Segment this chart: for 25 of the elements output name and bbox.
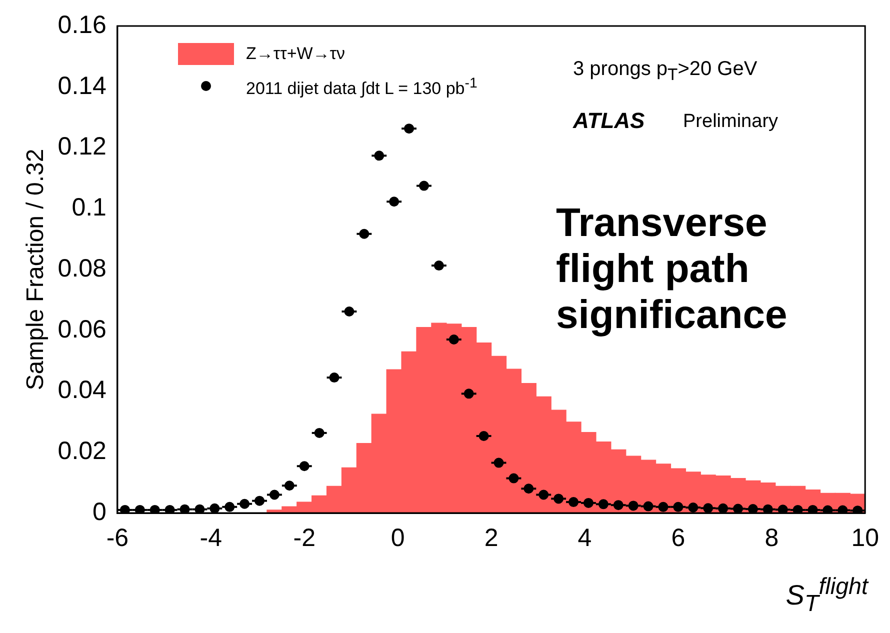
- annotation: Transverse flight path significance: [556, 200, 788, 338]
- x-tick-label: 4: [578, 524, 592, 552]
- x-tick-label: 10: [851, 524, 879, 552]
- x-tick-label: 0: [390, 524, 405, 552]
- y-tick-label: 0: [92, 498, 106, 526]
- annotation: Preliminary: [683, 111, 778, 133]
- y-tick-label: 0.12: [58, 132, 106, 161]
- y-tick-label: 0.06: [58, 315, 106, 344]
- y-tick-label: 0.1: [72, 194, 106, 222]
- x-tick-label: 8: [764, 524, 779, 552]
- y-tick-label: 0.02: [58, 437, 106, 466]
- x-tick-label: 6: [671, 524, 686, 552]
- legend-label: Z→ττ+W→τν: [246, 44, 346, 63]
- y-tick-label: 0.16: [58, 10, 106, 39]
- x-tick-label: -4: [200, 524, 222, 552]
- y-axis-title: Sample Fraction / 0.32: [22, 148, 50, 390]
- x-tick-label: -2: [293, 524, 316, 552]
- x-tick-label: 2: [484, 524, 498, 552]
- y-tick-label: 0.14: [58, 72, 107, 100]
- x-tick-label: -6: [106, 524, 129, 552]
- y-tick-label: 0.08: [58, 254, 106, 282]
- legend-label: 2011 dijet data ∫dt L = 130 pb$^{-1}$: [246, 76, 478, 98]
- y-tick-label: 0.04: [58, 376, 107, 404]
- annotation: ATLAS: [573, 108, 645, 134]
- annotation: 3 prongs p$_{T}$>20 GeV: [573, 58, 758, 85]
